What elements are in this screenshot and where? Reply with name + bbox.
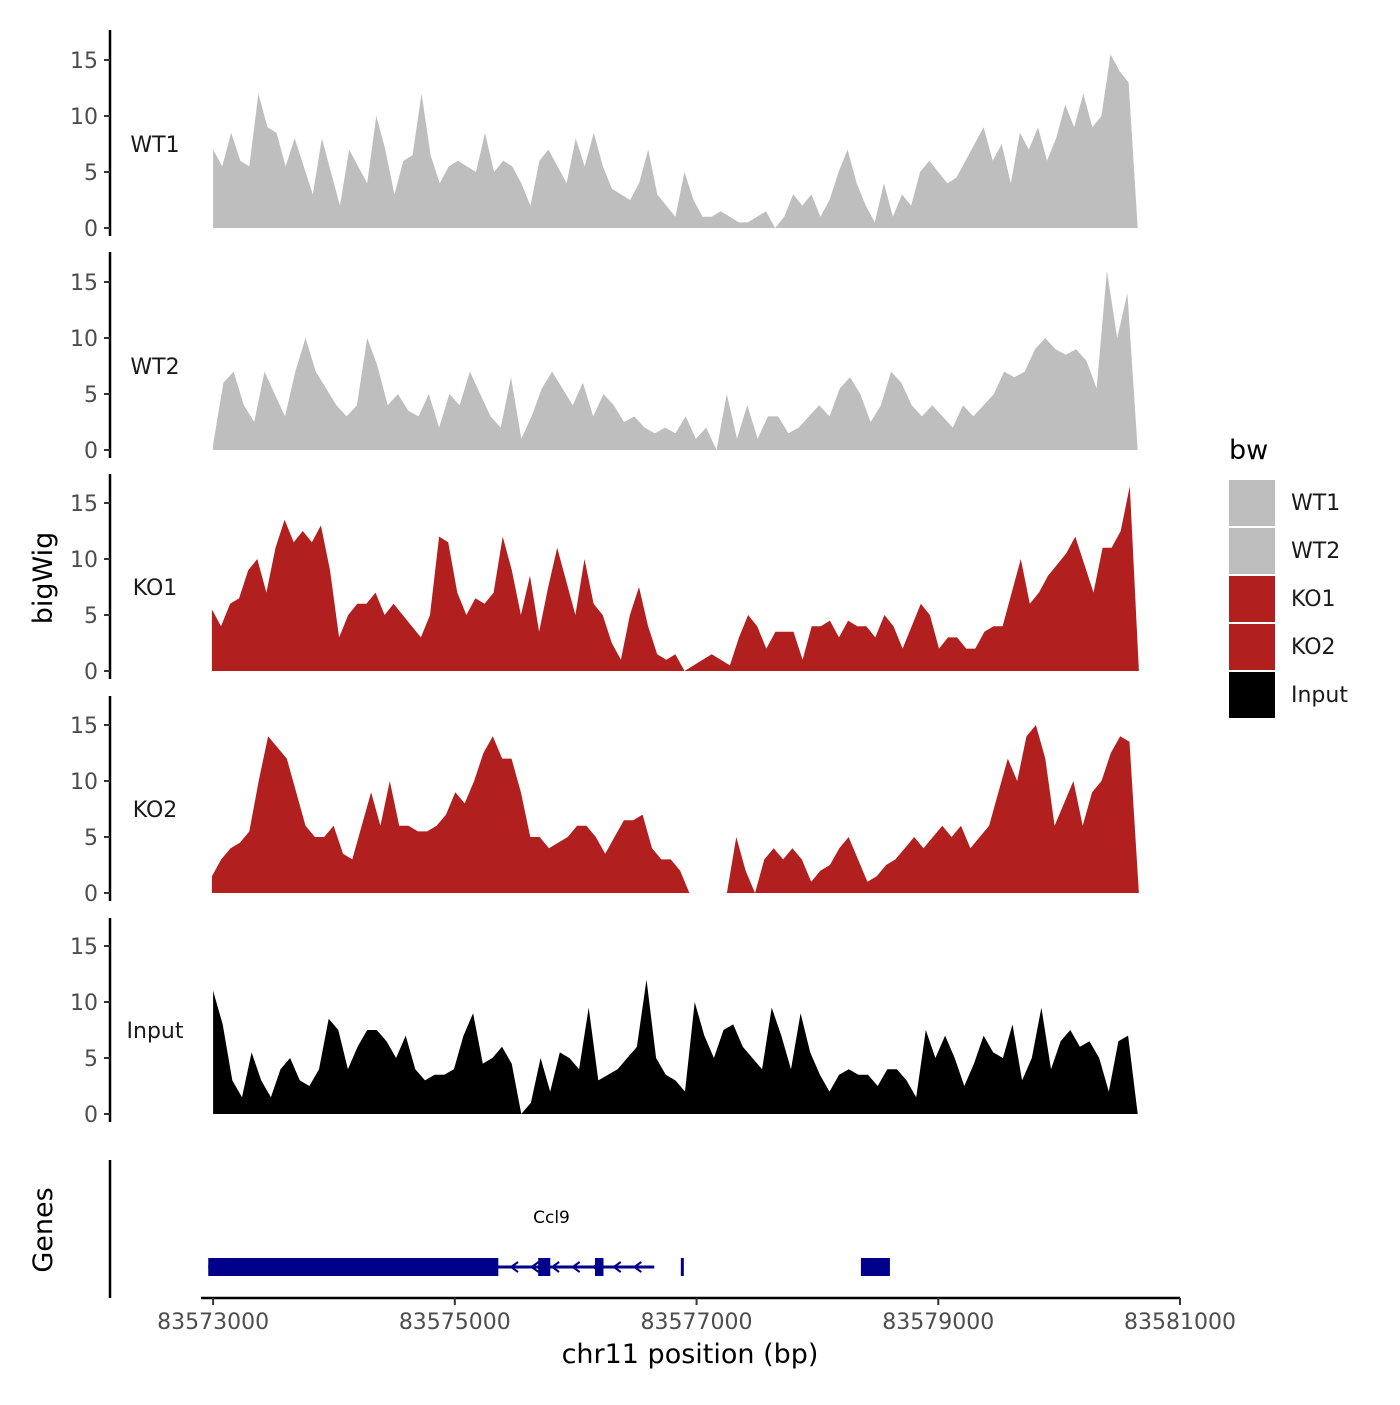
legend-swatch-wt1 — [1229, 480, 1275, 526]
area-ko1 — [211, 486, 1139, 671]
strand-arrow — [632, 1261, 642, 1273]
y-tick-label: 10 — [70, 991, 98, 1016]
legend-label-wt2: WT2 — [1291, 539, 1340, 564]
x-tick-label: 83575000 — [399, 1310, 511, 1335]
legend-swatch-wt2 — [1229, 528, 1275, 574]
area-input — [213, 979, 1138, 1114]
legend-title: bw — [1229, 435, 1268, 466]
track-label-input: Input — [127, 1019, 184, 1044]
x-tick-label: 83577000 — [641, 1310, 753, 1335]
y-tick-label: 0 — [84, 882, 98, 907]
area-wt2 — [213, 270, 1138, 450]
x-axis-title: chr11 position (bp) — [562, 1339, 819, 1370]
legend-swatch-ko2 — [1229, 624, 1275, 670]
y-tick-label: 10 — [70, 327, 98, 352]
y-tick-label: 5 — [84, 161, 98, 186]
legend-swatch-ko1 — [1229, 576, 1275, 622]
area-ko2 — [211, 725, 1139, 893]
y-tick-label: 5 — [84, 826, 98, 851]
legend-label-wt1: WT1 — [1291, 491, 1340, 516]
y-tick-label: 15 — [70, 49, 98, 74]
x-tick-label: 83579000 — [882, 1310, 994, 1335]
exon-4 — [680, 1258, 684, 1276]
y-tick-label: 5 — [84, 383, 98, 408]
legend-label-ko1: KO1 — [1291, 587, 1336, 612]
legend-label-ko2: KO2 — [1291, 635, 1336, 660]
legend-swatch-input — [1229, 672, 1275, 718]
y-axis-title: bigWig — [28, 532, 59, 625]
strand-arrow — [570, 1261, 581, 1273]
track-panel-wt2: 0 5 10 15 WT2 — [70, 252, 1138, 464]
y-tick-label: 10 — [70, 548, 98, 573]
track-label-ko2: KO2 — [133, 798, 178, 823]
track-label-ko1: KO1 — [133, 576, 178, 601]
y-tick-label: 15 — [70, 714, 98, 739]
y-tick-label: 0 — [84, 217, 98, 242]
y-tick-label: 10 — [70, 770, 98, 795]
track-panel-ko2: 0 5 10 15 KO2 — [70, 696, 1139, 907]
strand-arrow — [509, 1261, 519, 1273]
area-wt1 — [213, 54, 1138, 229]
track-panel-ko1: 0 5 10 15 KO1 — [70, 474, 1139, 685]
exon-2 — [538, 1258, 551, 1276]
exon-5 — [860, 1258, 890, 1276]
track-panel-wt1: 0 5 10 15 WT1 — [70, 30, 1138, 242]
exon-3 — [595, 1258, 604, 1276]
track-label-wt1: WT1 — [130, 133, 179, 158]
y-tick-label: 15 — [70, 935, 98, 960]
exon-1 — [208, 1258, 499, 1276]
legend-label-input: Input — [1291, 683, 1348, 708]
y-tick-label: 0 — [84, 660, 98, 685]
genes-track-title: Genes — [28, 1187, 59, 1272]
gene-label: Ccl9 — [533, 1208, 570, 1228]
strand-arrow — [550, 1261, 560, 1273]
y-tick-label: 5 — [84, 604, 98, 629]
strand-arrow — [529, 1261, 540, 1273]
y-tick-label: 15 — [70, 492, 98, 517]
x-tick-label: 83581000 — [1124, 1310, 1236, 1335]
y-tick-label: 0 — [84, 439, 98, 464]
y-tick-label: 5 — [84, 1047, 98, 1072]
y-tick-label: 10 — [70, 105, 98, 130]
y-tick-label: 15 — [70, 271, 98, 296]
strand-arrow — [612, 1261, 622, 1273]
track-label-wt2: WT2 — [130, 355, 179, 380]
track-panel-input: 0 5 10 15 Input — [70, 918, 1138, 1128]
y-tick-label: 0 — [84, 1103, 98, 1128]
x-tick-label: 83573000 — [157, 1310, 269, 1335]
